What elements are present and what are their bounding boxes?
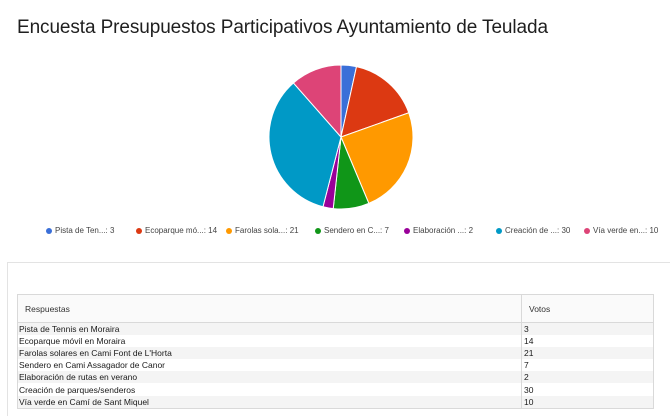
table-row: Creación de parques/senderos 30 [18, 383, 654, 396]
legend-item[interactable]: Pista de Ten...: 3 [46, 226, 114, 235]
legend-label: Farolas sola...: 21 [235, 226, 299, 235]
legend-label: Pista de Ten...: 3 [55, 226, 115, 235]
legend-label: Vía verde en...: 10 [593, 226, 659, 235]
table-row: Pista de Tennis en Moraira 3 [17, 322, 654, 336]
legend-swatch [404, 227, 410, 234]
cell-respuesta: Vía verde en Camí de Sant Miquel [19, 396, 149, 407]
cell-respuesta: Farolas solares en Cami Font de L'Horta [19, 348, 172, 359]
table-row: Farolas solares en Cami Font de L'Horta 2… [17, 347, 654, 360]
cell-votos: 21 [521, 347, 654, 360]
cell-respuesta: Elaboración de rutas en verano [19, 372, 138, 383]
legend-swatch [46, 227, 52, 234]
cell-votos: 7 [521, 359, 654, 372]
table-row: Ecoparque móvil en Moraira 14 [18, 335, 654, 348]
cell-respuesta: Sendero en Cami Assagador de Canor [19, 360, 166, 371]
cell-votos: 14 [521, 335, 654, 348]
cell-votos: 10 [521, 395, 654, 409]
content-frame [7, 262, 670, 416]
legend-label: Sendero en C...: 7 [324, 226, 389, 235]
cell-respuesta: Creación de parques/senderos [19, 384, 136, 395]
pie-chart [268, 64, 414, 210]
legend-item[interactable]: Ecoparque mó...: 14 [136, 226, 217, 235]
legend-label: Creación de ...: 30 [505, 226, 571, 235]
legend-swatch [496, 227, 502, 234]
table-row: Elaboración de rutas en verano 2 [17, 371, 654, 384]
pie-slice[interactable] [292, 64, 342, 139]
legend-item[interactable]: Sendero en C...: 7 [315, 226, 389, 235]
header-votos: Votos [521, 294, 654, 323]
legend-swatch [315, 227, 321, 234]
legend-swatch [584, 227, 590, 234]
cell-votos: 30 [521, 383, 654, 396]
pie-slice[interactable] [268, 82, 342, 208]
legend-item[interactable]: Creación de ...: 30 [496, 226, 570, 235]
cell-votos: 3 [521, 322, 654, 336]
legend-item[interactable]: Vía verde en...: 10 [584, 226, 658, 235]
results-table: Respuestas Votos Pista de Tennis en Mora… [17, 294, 654, 409]
cell-respuesta: Ecoparque móvil en Moraira [19, 336, 126, 347]
header-respuestas: Respuestas [17, 294, 522, 323]
table-row: Sendero en Cami Assagador de Canor 7 [18, 359, 654, 372]
pie-slice[interactable] [340, 66, 410, 138]
legend-label: Ecoparque mó...: 14 [145, 226, 218, 235]
legend-swatch [226, 227, 232, 234]
cell-votos: 2 [521, 371, 654, 384]
cell-respuesta: Pista de Tennis en Moraira [19, 324, 120, 335]
table-header-row: Respuestas Votos [17, 294, 654, 323]
page-title: Encuesta Presupuestos Participativos Ayu… [17, 17, 548, 38]
legend-label: Elaboración ...: 2 [413, 226, 474, 235]
legend-swatch [136, 227, 142, 234]
legend-item[interactable]: Farolas sola...: 21 [226, 226, 299, 235]
pie-slice[interactable] [340, 112, 414, 205]
table-row: Vía verde en Camí de Sant Miquel 10 [17, 395, 654, 409]
chart-legend: Pista de Ten...: 3 Ecoparque mó...: 14 Far… [46, 226, 666, 240]
legend-item[interactable]: Elaboración ...: 2 [404, 226, 473, 235]
